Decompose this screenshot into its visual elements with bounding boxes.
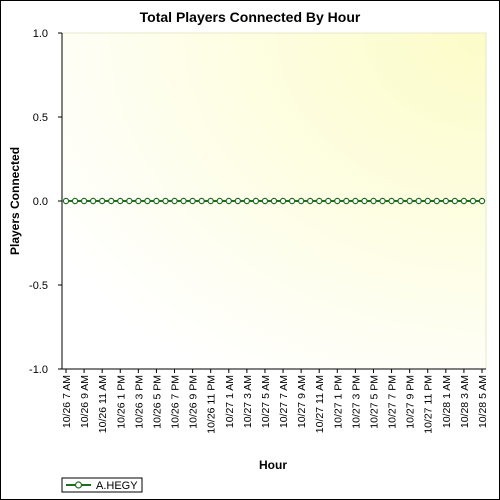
- x-tick-label: 10/26 11 AM: [97, 375, 109, 433]
- data-point: [225, 197, 232, 205]
- data-point: [370, 197, 377, 205]
- data-point: [216, 197, 223, 205]
- data-point: [388, 197, 395, 205]
- x-tick-label: 10/27 5 PM: [368, 375, 380, 429]
- x-tick-label: 10/28 3 AM: [459, 375, 471, 428]
- data-point: [80, 197, 88, 205]
- data-point: [98, 197, 106, 205]
- data-point: [297, 197, 305, 205]
- legend-series-marker: [74, 481, 83, 489]
- x-tick-label: 10/26 7 PM: [170, 375, 182, 429]
- data-point: [415, 197, 422, 205]
- data-point: [406, 197, 413, 205]
- x-tick-label: 10/26 5 PM: [151, 375, 163, 429]
- data-point: [135, 197, 142, 205]
- y-axis-ticks: 1.0 0.5 0.0 -0.5 -1.0: [29, 28, 62, 376]
- data-point: [325, 197, 332, 205]
- data-point: [171, 197, 178, 205]
- y-tick-label: 0.0: [33, 196, 48, 208]
- data-point: [162, 197, 169, 205]
- data-point: [397, 197, 404, 205]
- data-point: [207, 197, 214, 205]
- data-point: [316, 197, 323, 205]
- data-point: [288, 197, 296, 205]
- x-tick-label: 10/28 5 AM: [477, 375, 489, 428]
- data-point: [71, 197, 79, 205]
- x-tick-label: 10/27 5 AM: [260, 375, 272, 428]
- data-point: [261, 197, 269, 205]
- x-tick-label: 10/26 1 PM: [115, 375, 127, 429]
- data-point: [469, 197, 477, 205]
- x-tick-label: 10/26 7 AM: [61, 375, 73, 428]
- data-point: [451, 197, 459, 205]
- data-point: [306, 197, 314, 205]
- data-point: [153, 197, 160, 205]
- data-point: [62, 197, 70, 205]
- x-tick-label: 10/27 3 PM: [350, 375, 362, 429]
- data-point: [270, 197, 278, 205]
- chart-title: Total Players Connected By Hour: [140, 9, 361, 25]
- x-axis-label: Hour: [259, 458, 287, 472]
- y-tick-label: -1.0: [29, 364, 48, 376]
- x-tick-label: 10/27 7 AM: [278, 375, 290, 428]
- legend: A.HEGY: [61, 477, 143, 493]
- data-point: [89, 197, 97, 205]
- x-tick-label: 10/27 9 AM: [296, 375, 308, 428]
- y-axis-label: Players Connected: [8, 147, 22, 255]
- data-point: [442, 197, 450, 205]
- data-point: [478, 197, 486, 205]
- data-point: [279, 197, 287, 205]
- legend-box: [61, 477, 143, 493]
- x-tick-label: 10/27 9 PM: [405, 375, 417, 429]
- y-tick-label: 1.0: [33, 28, 48, 40]
- x-tick-label: 10/27 1 AM: [224, 375, 236, 428]
- x-tick-label: 10/26 3 PM: [133, 375, 145, 429]
- data-point: [234, 197, 242, 205]
- data-point: [379, 197, 386, 205]
- data-point: [460, 197, 468, 205]
- x-tick-label: 10/27 1 PM: [332, 375, 344, 429]
- data-point: [180, 197, 187, 205]
- y-tick-label: 0.5: [33, 112, 48, 124]
- data-point: [144, 197, 151, 205]
- data-point: [252, 197, 260, 205]
- data-point: [433, 197, 440, 205]
- x-tick-label: 10/27 11 AM: [314, 375, 326, 433]
- legend-series-label: A.HEGY: [96, 480, 138, 492]
- x-tick-label: 10/28 1 AM: [441, 375, 453, 428]
- data-point: [126, 197, 133, 205]
- x-tick-label: 10/27 3 AM: [242, 375, 254, 428]
- x-tick-label: 10/27 11 PM: [423, 375, 435, 434]
- x-tick-label: 10/26 9 PM: [188, 375, 200, 429]
- data-point: [361, 197, 368, 205]
- series-layer: [62, 197, 486, 205]
- x-tick-label: 10/26 9 AM: [79, 375, 91, 428]
- y-tick-label: -0.5: [29, 280, 48, 292]
- data-point: [108, 197, 115, 205]
- data-point: [424, 197, 431, 205]
- x-axis-ticks: 10/26 7 AM 10/26 9 AM 10/26 11 AM 10/26 1 P…: [61, 369, 489, 434]
- x-tick-label: 10/26 11 PM: [206, 375, 218, 434]
- data-point: [352, 197, 359, 205]
- data-point: [198, 197, 205, 205]
- data-point: [243, 197, 251, 205]
- data-point: [117, 197, 124, 205]
- data-point: [189, 197, 196, 205]
- data-point: [343, 197, 350, 205]
- data-point: [334, 197, 341, 205]
- x-tick-label: 10/27 7 PM: [387, 375, 399, 429]
